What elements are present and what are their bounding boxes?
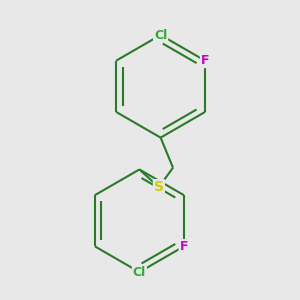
Text: Cl: Cl	[133, 266, 146, 279]
Text: F: F	[201, 54, 209, 67]
Text: F: F	[180, 240, 188, 253]
Text: Cl: Cl	[154, 28, 167, 41]
Text: S: S	[154, 180, 164, 194]
